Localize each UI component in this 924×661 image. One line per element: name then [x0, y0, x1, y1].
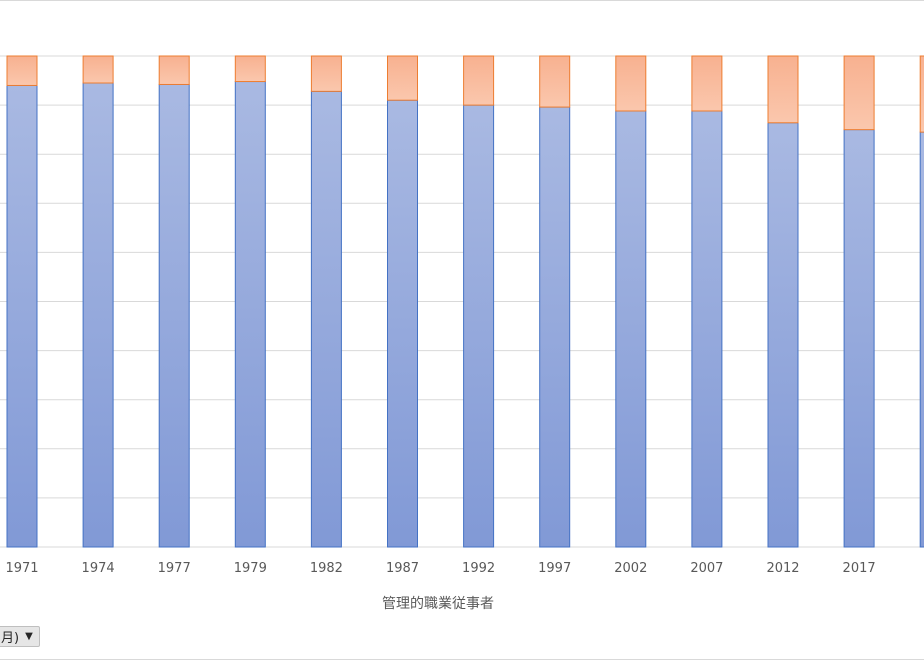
- bar-segment-series-1[interactable]: [387, 99, 418, 548]
- x-tick-label: 1977: [158, 561, 191, 576]
- field-filter-button[interactable]: 月) ▼: [0, 626, 40, 647]
- x-tick-label: 2017: [843, 561, 876, 576]
- bar-segment-series-1[interactable]: [691, 110, 723, 548]
- x-tick-label: 1971: [5, 561, 38, 576]
- dropdown-caret-icon: ▼: [25, 631, 33, 642]
- x-tick-label: 1979: [234, 561, 267, 576]
- bar-segment-series-1[interactable]: [82, 82, 114, 548]
- x-tick-label: 1982: [310, 561, 343, 576]
- bar-segment-series-2[interactable]: [919, 55, 924, 133]
- bars: [6, 55, 924, 548]
- bar-segment-series-1[interactable]: [539, 106, 571, 548]
- bar-segment-series-2[interactable]: [6, 55, 38, 86]
- field-filter-label: 月): [1, 631, 20, 646]
- bar-segment-series-2[interactable]: [615, 55, 647, 112]
- bar-segment-series-2[interactable]: [691, 55, 723, 112]
- bar-segment-series-1[interactable]: [6, 84, 38, 548]
- x-tick-label: 1974: [82, 561, 115, 576]
- bar-segment-series-1[interactable]: [767, 122, 799, 548]
- bar-segment-series-2[interactable]: [539, 55, 571, 108]
- x-tick-label: 2007: [690, 561, 723, 576]
- bar-segment-series-2[interactable]: [234, 55, 266, 83]
- x-tick-label: 1992: [462, 561, 495, 576]
- x-tick-label: 1987: [386, 561, 419, 576]
- bar-segment-series-1[interactable]: [158, 83, 190, 548]
- x-axis-tick-labels: 1971 1974 1977 1979 1982 1987 1992 1997 2002 2007…: [5, 561, 876, 576]
- bar-segment-series-2[interactable]: [463, 55, 495, 106]
- x-tick-label: 2012: [766, 561, 799, 576]
- bar-segment-series-1[interactable]: [463, 104, 495, 548]
- bar-segment-series-2[interactable]: [767, 55, 799, 124]
- bar-segment-series-2[interactable]: [843, 55, 875, 131]
- bar-segment-series-2[interactable]: [387, 55, 418, 101]
- bar-segment-series-2[interactable]: [310, 55, 342, 92]
- x-tick-label: 1997: [538, 561, 571, 576]
- bar-segment-series-2[interactable]: [82, 55, 114, 84]
- x-axis-title: 管理的職業従事者: [382, 596, 494, 612]
- bar-segment-series-1[interactable]: [234, 81, 266, 548]
- bar-segment-series-1[interactable]: [843, 129, 875, 548]
- x-tick-label: 2002: [614, 561, 647, 576]
- bar-segment-series-2[interactable]: [158, 55, 190, 85]
- bar-segment-series-1[interactable]: [919, 131, 924, 548]
- bar-segment-series-1[interactable]: [310, 90, 342, 548]
- bar-segment-series-1[interactable]: [615, 110, 647, 548]
